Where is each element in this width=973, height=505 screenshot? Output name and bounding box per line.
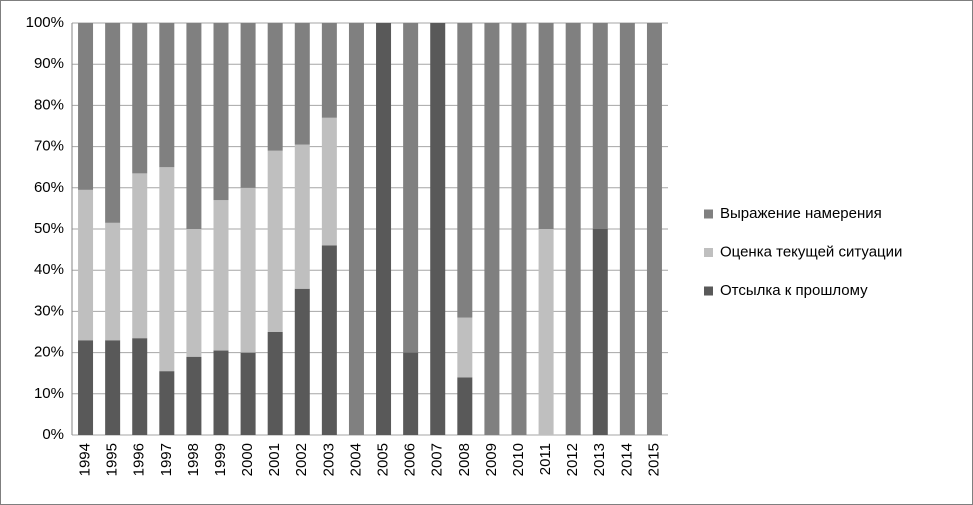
bar-segment [78, 340, 94, 435]
x-tick-label: 2005 [375, 443, 392, 476]
y-tick-label: 60% [34, 179, 64, 196]
x-tick-label: 1994 [77, 443, 94, 476]
y-tick-label: 30% [34, 302, 64, 319]
bar-segment [646, 23, 662, 435]
bar-segment [348, 23, 364, 435]
y-tick-label: 100% [26, 14, 64, 31]
bar-segment [267, 150, 283, 332]
bar-segment [132, 23, 148, 174]
x-tick-label: 2009 [483, 443, 500, 476]
x-tick-label: 1999 [212, 443, 229, 476]
bar-segment [403, 352, 419, 435]
bar-segment [321, 117, 337, 246]
bar-segment [457, 317, 473, 378]
y-tick-label: 80% [34, 96, 64, 113]
bar-segment [105, 340, 121, 435]
bar-segment [213, 200, 229, 351]
bar-segment [213, 23, 229, 201]
bar-segment [321, 245, 337, 435]
bar-segment [538, 23, 554, 229]
bar-segment [240, 352, 256, 435]
x-tick-label: 2001 [266, 443, 283, 476]
legend-swatch [704, 248, 713, 257]
bar-segment [619, 23, 635, 435]
y-tick-label: 70% [34, 138, 64, 155]
legend-label: Оценка текущей ситуации [720, 243, 902, 260]
x-tick-label: 1998 [185, 443, 202, 476]
x-tick-label: 2000 [239, 443, 256, 476]
bar-segment [267, 23, 283, 151]
bar-segment [105, 222, 121, 341]
y-tick-label: 20% [34, 344, 64, 361]
bar-segment [484, 23, 500, 435]
bar-segment [240, 187, 256, 353]
x-tick-label: 1995 [104, 443, 121, 476]
y-tick-label: 50% [34, 220, 64, 237]
y-tick-label: 40% [34, 261, 64, 278]
bar-segment [159, 371, 175, 435]
bar-segment [186, 356, 202, 435]
bar-segment [457, 23, 473, 318]
y-tick-label: 90% [34, 55, 64, 72]
bar-segment [294, 144, 310, 289]
x-tick-label: 1997 [158, 443, 175, 476]
bar-segment [511, 23, 527, 435]
x-tick-label: 2010 [510, 443, 527, 476]
x-tick-label: 2015 [645, 443, 662, 476]
x-tick-label: 2014 [618, 443, 635, 476]
bar-segment [592, 229, 608, 435]
bar-segment [159, 167, 175, 372]
bar-segment [78, 23, 94, 190]
x-tick-label: 2013 [591, 443, 608, 476]
x-tick-label: 2011 [537, 443, 554, 475]
x-tick-label: 2008 [456, 443, 473, 476]
x-tick-label: 2002 [293, 443, 310, 476]
bar-segment [376, 23, 392, 435]
bar-segment [538, 229, 554, 435]
bar-segment [294, 23, 310, 145]
x-tick-label: 2007 [429, 443, 446, 476]
x-tick-label: 2012 [564, 443, 581, 476]
legend-swatch [704, 286, 713, 296]
x-tick-label: 2006 [402, 443, 419, 476]
x-tick-label: 2003 [320, 443, 337, 476]
x-tick-label: 2004 [347, 443, 364, 476]
y-tick-label: 0% [42, 426, 64, 443]
bar-segment [592, 23, 608, 229]
y-tick-label: 10% [34, 385, 64, 402]
legend-swatch [704, 209, 713, 219]
bar-segment [240, 23, 256, 188]
bar-segment [132, 173, 148, 339]
bar-segment [159, 23, 175, 168]
x-tick-label: 1996 [131, 443, 148, 476]
bar-segment [565, 23, 581, 435]
bar-segment [78, 189, 94, 341]
legend-label: Выражение намерения [720, 205, 882, 222]
bar-segment [186, 229, 202, 357]
bar-segment [294, 288, 310, 435]
bar-segment [457, 377, 473, 435]
bar-segment [430, 23, 446, 435]
bar-segment [403, 23, 419, 353]
bar-segment [321, 23, 337, 118]
legend-label: Отсылка к прошлому [720, 282, 868, 299]
bar-segment [186, 23, 202, 229]
bar-segment [213, 350, 229, 435]
bar-segment [132, 338, 148, 435]
bar-segment [105, 23, 121, 223]
bar-segment [267, 332, 283, 435]
